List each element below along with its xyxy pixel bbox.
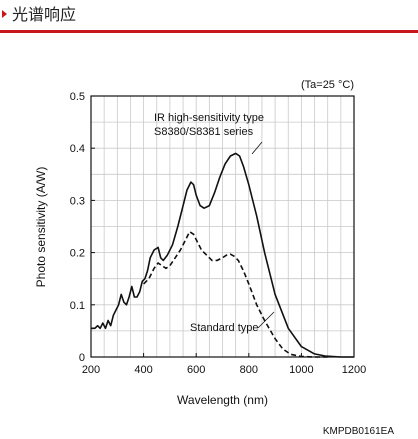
x-axis-label: Wavelength (nm) [177,393,268,407]
y-tick-label: 0.1 [70,300,85,312]
chart-svg: 200 400 600 800 1000 1200 0 0.1 0.2 0.3 0.4 0.5 Pho… [34,79,394,437]
y-tick-label: 0.4 [70,143,85,155]
header-divider [0,30,418,33]
x-tick-label: 1000 [289,364,313,376]
section-title: 光谱响应 [12,5,77,24]
plot-frame [90,95,355,358]
series-ir-label-line-2: S8380/S8381 series [154,126,254,138]
y-tick-label: 0.3 [70,195,85,207]
series-ir-curve [91,152,354,358]
y-tick-label: 0 [79,352,85,364]
y-tick-label: 0.2 [70,248,85,260]
series-standard-label: Standard type [190,322,259,334]
chart-grid [91,96,354,357]
condition-label: (Ta=25 °C) [301,79,354,91]
x-tick-label: 400 [134,364,152,376]
triangle-marker-icon [2,10,7,18]
series-standard-curve [143,230,328,358]
x-tick-label: 1200 [342,364,366,376]
series-standard-leader-line [257,311,275,329]
series-ir-label-line-1: IR high-sensitivity type [154,112,264,124]
y-axis-label: Photo sensitivity (A/W) [34,167,48,288]
chart-tick-labels: 200 400 600 800 1000 1200 0 0.1 0.2 0.3 0.4 0.5 [70,91,367,376]
x-tick-label: 200 [82,364,100,376]
chart-curves [91,152,354,358]
section-header: 光谱响应 [0,0,418,34]
document-code: KMPDB0161EA [323,426,394,437]
spectral-response-chart: 200 400 600 800 1000 1200 0 0.1 0.2 0.3 0.4 0.5 Pho… [0,34,418,439]
x-tick-label: 600 [187,364,205,376]
y-tick-label: 0.5 [70,91,85,103]
chart-ticks [90,95,355,358]
x-tick-label: 800 [240,364,258,376]
series-ir-leader-line [251,141,263,155]
